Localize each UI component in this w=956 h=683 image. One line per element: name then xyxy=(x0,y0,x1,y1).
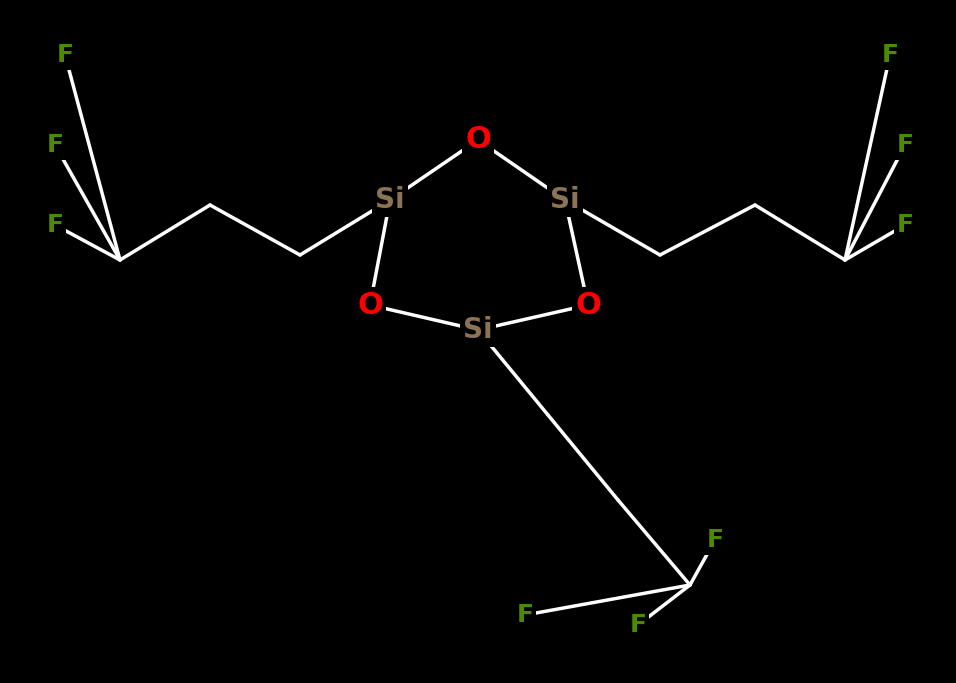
Text: F: F xyxy=(897,133,914,157)
Text: Si: Si xyxy=(464,316,492,344)
Text: O: O xyxy=(357,290,383,320)
Text: F: F xyxy=(881,43,899,67)
Text: O: O xyxy=(576,290,601,320)
Text: O: O xyxy=(465,126,491,154)
Text: F: F xyxy=(629,613,646,637)
Text: F: F xyxy=(47,213,63,237)
Text: F: F xyxy=(47,133,63,157)
Text: F: F xyxy=(706,528,724,552)
Text: Si: Si xyxy=(375,186,404,214)
Text: Si: Si xyxy=(551,186,579,214)
Text: F: F xyxy=(56,43,74,67)
Text: F: F xyxy=(897,213,914,237)
Text: F: F xyxy=(516,603,533,627)
